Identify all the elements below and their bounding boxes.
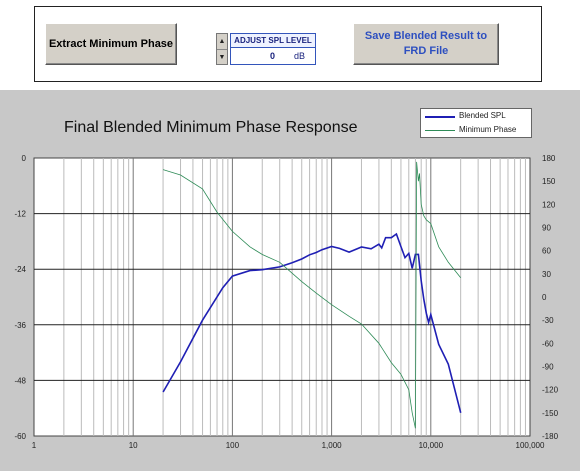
x-tick-label: 10 bbox=[129, 441, 138, 450]
y-left-tick-label: 0 bbox=[22, 154, 27, 163]
y-right-tick-label: -150 bbox=[542, 409, 559, 418]
tick-labels: 1 10 100 1,000 10,000 100,000 0 -12 -24 -36 -48 -60… bbox=[14, 154, 558, 450]
legend-item-blended-spl: Blended SPL bbox=[425, 110, 529, 123]
series-lines bbox=[162, 161, 462, 429]
y-left-tick-label: -12 bbox=[14, 210, 26, 219]
y-left-tick-label: -24 bbox=[14, 265, 26, 274]
plot-area bbox=[33, 157, 531, 437]
save-frd-button[interactable]: Save Blended Result to FRD File bbox=[353, 23, 499, 65]
spl-level-value[interactable]: 0 bbox=[269, 51, 275, 61]
y-right-tick-label: -90 bbox=[542, 363, 554, 372]
chart-title: Final Blended Minimum Phase Response bbox=[64, 119, 358, 136]
y-right-tick-label: -120 bbox=[542, 386, 559, 395]
legend-label: Blended SPL bbox=[459, 111, 506, 120]
legend: Blended SPL Minimum Phase bbox=[420, 108, 532, 138]
y-right-tick-label: -30 bbox=[542, 316, 554, 325]
grid-lines bbox=[34, 158, 530, 436]
control-panel: Extract Minimum Phase ▲ ▼ ADJUST SPL LEV… bbox=[34, 6, 542, 82]
y-right-tick-label: 150 bbox=[542, 177, 556, 186]
y-left-tick-label: -60 bbox=[14, 432, 26, 441]
y-right-tick-label: 180 bbox=[542, 154, 556, 163]
spl-up-arrow-icon[interactable]: ▲ bbox=[217, 34, 227, 50]
y-right-tick-label: -180 bbox=[542, 432, 559, 441]
extract-minimum-phase-button[interactable]: Extract Minimum Phase bbox=[45, 23, 177, 65]
spl-spinner[interactable]: ▲ ▼ bbox=[216, 33, 228, 65]
x-tick-label: 10,000 bbox=[419, 441, 444, 450]
y-left-tick-label: -36 bbox=[14, 321, 26, 330]
spl-level-title: ADJUST SPL LEVEL bbox=[231, 34, 315, 48]
y-right-tick-label: 0 bbox=[542, 293, 547, 302]
x-tick-label: 1,000 bbox=[322, 441, 343, 450]
x-tick-label: 100,000 bbox=[516, 441, 545, 450]
y-right-tick-label: 30 bbox=[542, 270, 551, 279]
series-line-minimum-phase bbox=[162, 161, 462, 429]
x-tick-label: 1 bbox=[32, 441, 37, 450]
y-right-tick-label: 60 bbox=[542, 247, 551, 256]
y-left-tick-label: -48 bbox=[14, 376, 26, 385]
series-line-blended-spl bbox=[162, 232, 462, 413]
legend-item-minimum-phase: Minimum Phase bbox=[425, 124, 529, 137]
y-right-tick-label: 90 bbox=[542, 224, 551, 233]
y-right-tick-label: 120 bbox=[542, 200, 556, 209]
legend-label: Minimum Phase bbox=[459, 125, 517, 134]
spl-level-unit: dB bbox=[293, 51, 305, 61]
x-tick-label: 100 bbox=[226, 441, 240, 450]
y-right-tick-label: -60 bbox=[542, 339, 554, 348]
spl-down-arrow-icon[interactable]: ▼ bbox=[218, 54, 226, 61]
spl-level-box: ADJUST SPL LEVEL 0 dB bbox=[230, 33, 316, 65]
